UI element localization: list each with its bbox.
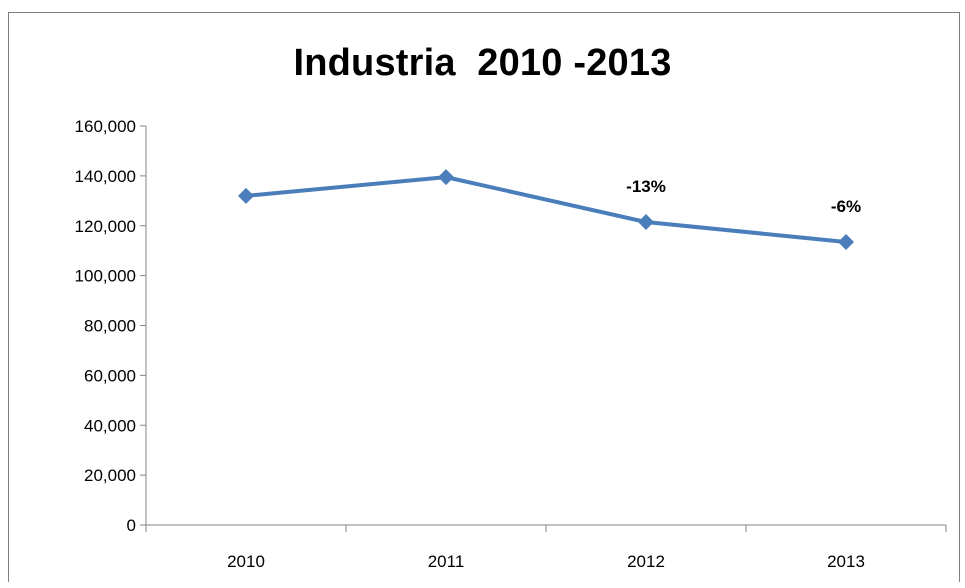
data-label: -6% <box>831 197 861 216</box>
x-axis-labels: 2010 2011 2012 2013 <box>227 552 865 571</box>
y-tick-label: 40,000 <box>84 416 136 435</box>
y-tick-label: 60,000 <box>84 366 136 385</box>
y-tick-label: 140,000 <box>75 167 136 186</box>
data-point-marker <box>638 214 654 231</box>
y-tick-label: 80,000 <box>84 317 136 336</box>
y-tick-label: 100,000 <box>75 267 136 286</box>
y-tick-label: 120,000 <box>75 217 136 236</box>
data-labels: -13% -6% <box>626 177 861 216</box>
data-point-marker <box>238 187 254 204</box>
data-point-marker <box>438 169 454 186</box>
x-tick-label: 2011 <box>428 552 465 571</box>
x-tick-label: 2013 <box>827 552 865 571</box>
series-line <box>245 175 847 244</box>
series-group <box>238 169 854 250</box>
data-point-marker <box>838 233 854 250</box>
x-tick-label: 2010 <box>227 552 265 571</box>
chart-title: Industria 2010 -2013 <box>293 42 672 84</box>
y-tick-label: 0 <box>127 516 136 535</box>
chart-frame <box>8 12 960 582</box>
y-axis-labels: 0 20,000 40,000 60,000 80,000 100,000 120,000 1… <box>75 117 136 535</box>
chart-axes <box>140 125 947 532</box>
data-label: -13% <box>626 177 666 196</box>
y-tick-label: 20,000 <box>84 466 136 485</box>
x-tick-label: 2012 <box>627 552 665 571</box>
y-tick-label: 160,000 <box>75 117 136 136</box>
